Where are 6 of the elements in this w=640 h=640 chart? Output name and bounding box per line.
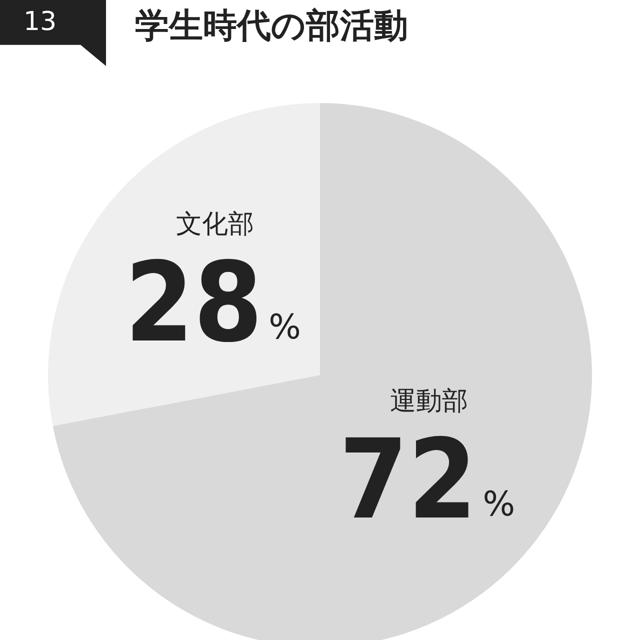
data-label: 28% [124,238,301,366]
slice-label: 運動部 [390,386,468,416]
text: 13 [22,6,58,39]
data-label: 72% [339,416,516,544]
chart-title: 学生時代の部活動 [135,7,408,45]
slice-label: 文化部 [176,208,254,238]
